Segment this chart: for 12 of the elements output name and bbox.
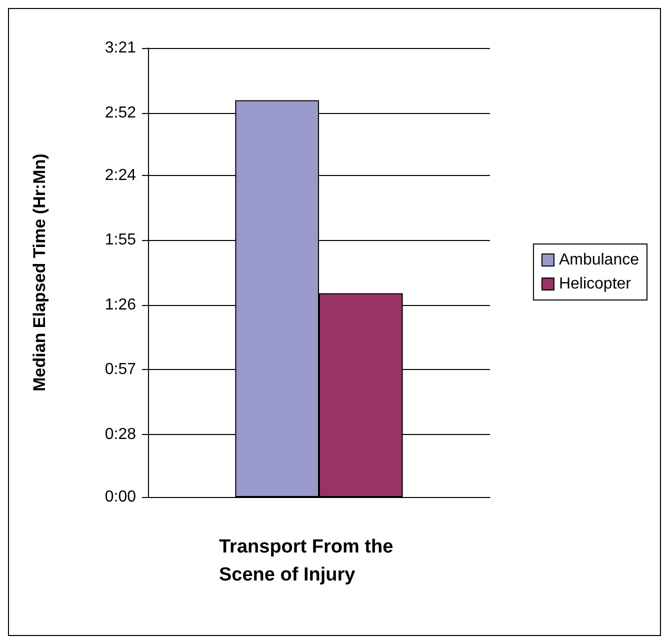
y-tick-label: 0:00	[104, 488, 136, 506]
y-tick-label: 0:28	[104, 426, 136, 443]
legend-label: Helicopter	[558, 276, 632, 292]
y-axis-title: Median Elapsed Time (Hr:Mn)	[30, 154, 49, 392]
y-tick-label: 0:57	[104, 361, 136, 378]
x-axis-title: Transport From the Scene of Injury	[219, 536, 398, 586]
y-tick-label: 1:26	[104, 296, 136, 314]
y-tick-label: 2:24	[104, 166, 136, 184]
y-tick-label: 1:55	[104, 232, 136, 249]
legend-label: Ambulance	[558, 252, 640, 268]
y-tick-label: 2:52	[104, 104, 136, 122]
y-tick-label: 3:21	[104, 40, 136, 56]
